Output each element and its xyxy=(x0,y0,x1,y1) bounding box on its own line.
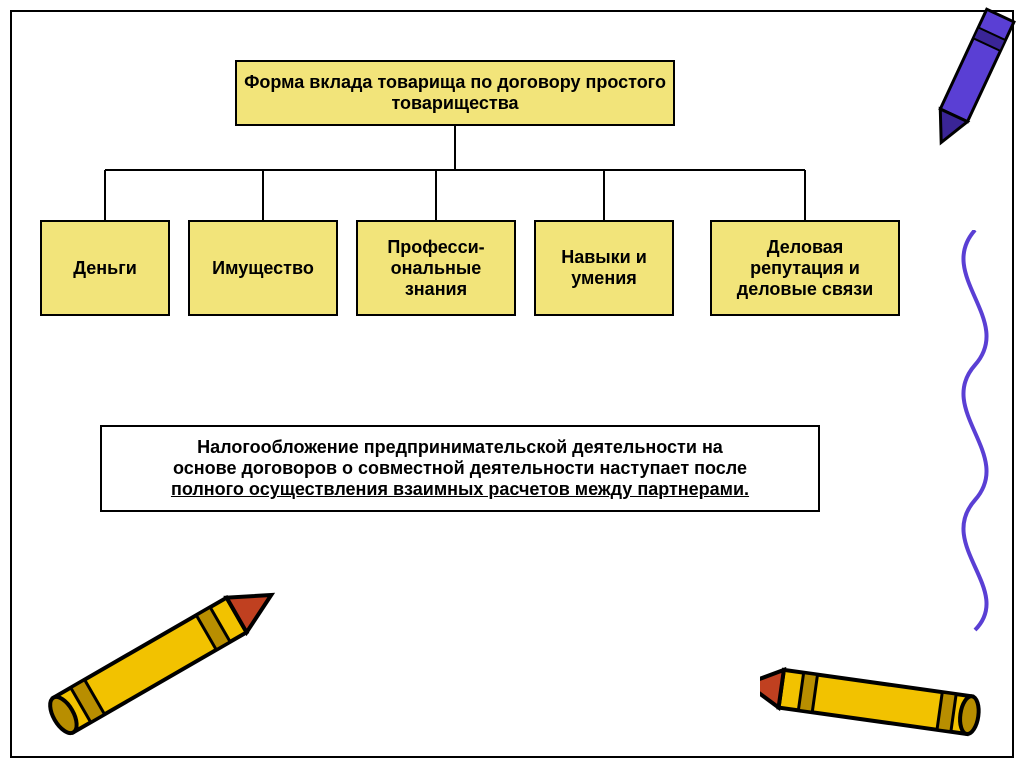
note-box: Налогообложение предпринимательской деят… xyxy=(100,425,820,512)
root-node-label: Форма вклада товарища по договору просто… xyxy=(243,72,667,114)
tree-leaf: Професси-ональные знания xyxy=(356,220,516,316)
note-line-underlined: полного осуществления взаимных расчетов … xyxy=(171,479,749,499)
note-line: Налогообложение предпринимательской деят… xyxy=(197,437,723,457)
leaf-label: Деловая репутация и деловые связи xyxy=(718,237,892,300)
leaf-label: Навыки и умения xyxy=(542,247,666,289)
tree-leaf: Имущество xyxy=(188,220,338,316)
tree-leaf: Деньги xyxy=(40,220,170,316)
tree-leaf: Деловая репутация и деловые связи xyxy=(710,220,900,316)
leaf-label: Деньги xyxy=(73,258,137,279)
leaf-label: Имущество xyxy=(212,258,314,279)
root-node: Форма вклада товарища по договору просто… xyxy=(235,60,675,126)
leaf-label: Професси-ональные знания xyxy=(364,237,508,300)
tree-leaf: Навыки и умения xyxy=(534,220,674,316)
note-line: основе договоров о совместной деятельнос… xyxy=(173,458,747,478)
